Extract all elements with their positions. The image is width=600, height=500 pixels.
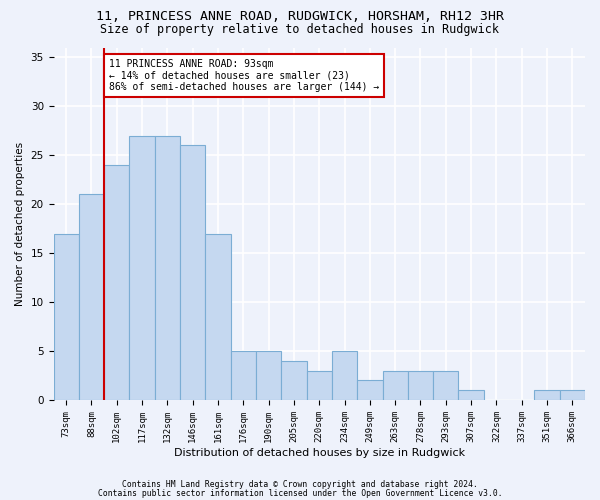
Bar <box>53 234 79 400</box>
Bar <box>256 351 281 400</box>
Text: 11 PRINCESS ANNE ROAD: 93sqm
← 14% of detached houses are smaller (23)
86% of se: 11 PRINCESS ANNE ROAD: 93sqm ← 14% of de… <box>109 59 379 92</box>
Bar <box>458 390 484 400</box>
Bar <box>281 361 307 400</box>
Bar <box>79 194 104 400</box>
Bar <box>357 380 383 400</box>
Bar <box>155 136 180 400</box>
Bar <box>130 136 155 400</box>
Bar <box>408 370 433 400</box>
Text: Size of property relative to detached houses in Rudgwick: Size of property relative to detached ho… <box>101 22 499 36</box>
Bar <box>535 390 560 400</box>
Bar <box>332 351 357 400</box>
Bar <box>383 370 408 400</box>
Bar <box>560 390 585 400</box>
Y-axis label: Number of detached properties: Number of detached properties <box>15 142 25 306</box>
Bar <box>307 370 332 400</box>
Bar <box>230 351 256 400</box>
Text: Contains HM Land Registry data © Crown copyright and database right 2024.: Contains HM Land Registry data © Crown c… <box>122 480 478 489</box>
Bar <box>433 370 458 400</box>
Text: Contains public sector information licensed under the Open Government Licence v3: Contains public sector information licen… <box>98 488 502 498</box>
Bar <box>180 146 205 400</box>
Text: 11, PRINCESS ANNE ROAD, RUDGWICK, HORSHAM, RH12 3HR: 11, PRINCESS ANNE ROAD, RUDGWICK, HORSHA… <box>96 10 504 23</box>
Bar <box>205 234 230 400</box>
Bar <box>104 165 130 400</box>
X-axis label: Distribution of detached houses by size in Rudgwick: Distribution of detached houses by size … <box>174 448 465 458</box>
